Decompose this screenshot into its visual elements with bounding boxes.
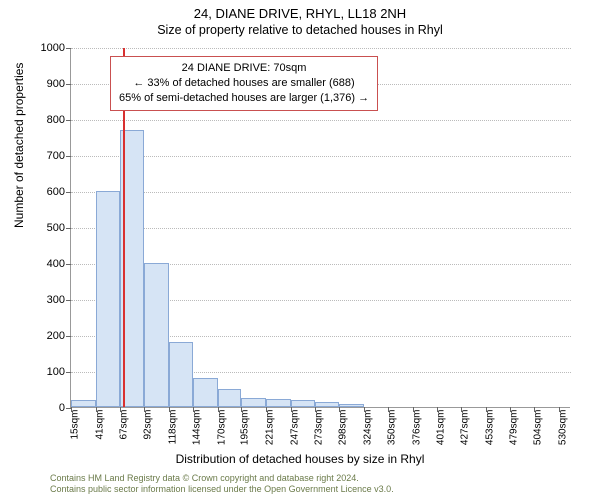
histogram-bar bbox=[71, 400, 96, 407]
footer-line-1: Contains HM Land Registry data © Crown c… bbox=[50, 473, 394, 485]
title-block: 24, DIANE DRIVE, RHYL, LL18 2NH Size of … bbox=[0, 0, 600, 37]
footer-attribution: Contains HM Land Registry data © Crown c… bbox=[50, 473, 394, 496]
histogram-bar bbox=[339, 404, 364, 407]
annotation-line-3: 65% of semi-detached houses are larger (… bbox=[119, 91, 369, 106]
footer-line-2: Contains public sector information licen… bbox=[50, 484, 394, 496]
y-tick-mark bbox=[66, 156, 71, 157]
y-gridline bbox=[71, 228, 571, 229]
page-title: 24, DIANE DRIVE, RHYL, LL18 2NH bbox=[0, 6, 600, 21]
y-tick-mark bbox=[66, 48, 71, 49]
y-tick-label: 900 bbox=[33, 78, 65, 90]
x-tick-label: 92sqm bbox=[142, 410, 153, 440]
x-tick-label: 530sqm bbox=[557, 410, 568, 446]
histogram-bar bbox=[315, 402, 339, 407]
histogram-bar bbox=[193, 378, 218, 407]
x-tick-label: 118sqm bbox=[167, 410, 178, 445]
histogram-chart: 0100200300400500600700800900100015sqm41s… bbox=[70, 48, 570, 408]
y-tick-label: 500 bbox=[33, 222, 65, 234]
x-tick-label: 15sqm bbox=[70, 410, 81, 440]
x-tick-label: 376sqm bbox=[411, 410, 422, 446]
y-tick-label: 600 bbox=[33, 186, 65, 198]
x-tick-label: 170sqm bbox=[216, 410, 227, 446]
x-tick-label: 41sqm bbox=[94, 410, 105, 440]
y-tick-label: 800 bbox=[33, 114, 65, 126]
y-tick-mark bbox=[66, 192, 71, 193]
histogram-bar bbox=[144, 263, 169, 407]
y-gridline bbox=[71, 156, 571, 157]
x-tick-label: 453sqm bbox=[484, 410, 495, 446]
histogram-bar bbox=[169, 342, 194, 407]
y-gridline bbox=[71, 192, 571, 193]
annotation-line-1: 24 DIANE DRIVE: 70sqm bbox=[119, 61, 369, 76]
x-tick-label: 247sqm bbox=[289, 410, 300, 446]
y-tick-label: 0 bbox=[33, 402, 65, 414]
x-tick-label: 195sqm bbox=[240, 410, 251, 446]
y-tick-mark bbox=[66, 300, 71, 301]
x-tick-label: 401sqm bbox=[435, 410, 446, 446]
y-tick-mark bbox=[66, 120, 71, 121]
annotation-line-2: ← 33% of detached houses are smaller (68… bbox=[119, 76, 369, 91]
y-tick-mark bbox=[66, 84, 71, 85]
y-axis-label: Number of detached properties bbox=[12, 63, 26, 228]
y-tick-label: 100 bbox=[33, 366, 65, 378]
x-tick-label: 427sqm bbox=[460, 410, 471, 446]
x-tick-label: 350sqm bbox=[387, 410, 398, 446]
x-tick-label: 324sqm bbox=[362, 410, 373, 446]
x-tick-label: 221sqm bbox=[265, 410, 276, 446]
x-tick-label: 273sqm bbox=[314, 410, 325, 446]
histogram-bar bbox=[291, 400, 316, 407]
histogram-bar bbox=[218, 389, 242, 407]
y-tick-label: 200 bbox=[33, 330, 65, 342]
y-tick-label: 1000 bbox=[33, 42, 65, 54]
x-axis-label: Distribution of detached houses by size … bbox=[0, 452, 600, 466]
y-tick-mark bbox=[66, 372, 71, 373]
y-tick-mark bbox=[66, 264, 71, 265]
histogram-bar bbox=[96, 191, 121, 407]
y-gridline bbox=[71, 120, 571, 121]
y-tick-mark bbox=[66, 228, 71, 229]
x-tick-label: 298sqm bbox=[337, 410, 348, 446]
y-gridline bbox=[71, 48, 571, 49]
y-tick-label: 300 bbox=[33, 294, 65, 306]
x-tick-label: 504sqm bbox=[533, 410, 544, 446]
histogram-bar bbox=[241, 398, 266, 407]
y-tick-label: 700 bbox=[33, 150, 65, 162]
y-tick-mark bbox=[66, 336, 71, 337]
y-tick-label: 400 bbox=[33, 258, 65, 270]
page-subtitle: Size of property relative to detached ho… bbox=[0, 23, 600, 37]
x-tick-label: 67sqm bbox=[119, 410, 130, 440]
x-tick-label: 144sqm bbox=[192, 410, 203, 446]
histogram-bar bbox=[266, 399, 291, 407]
x-tick-label: 479sqm bbox=[509, 410, 520, 446]
annotation-box: 24 DIANE DRIVE: 70sqm ← 33% of detached … bbox=[110, 56, 378, 111]
